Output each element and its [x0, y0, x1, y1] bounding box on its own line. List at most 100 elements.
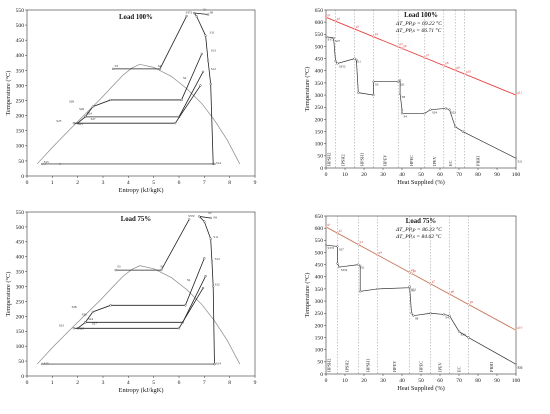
- gas-point: [353, 27, 356, 31]
- state-point: [58, 162, 62, 166]
- chart-title: Load 75%: [121, 216, 152, 223]
- state-point: [209, 216, 212, 220]
- y-tick-label: 150: [16, 329, 25, 335]
- gas-point-label: g4: [375, 32, 379, 36]
- y-tick-label: 400: [315, 275, 324, 281]
- state-point: [109, 304, 112, 307]
- plot-frame: [26, 211, 256, 377]
- y-tick-label: 100: [315, 348, 324, 354]
- state-label: S372: [186, 11, 193, 15]
- state-point: [209, 82, 212, 86]
- x-tick-label: 80: [475, 172, 481, 178]
- gas-point-label: g7: [432, 279, 436, 283]
- y-tick-label: 50: [18, 359, 24, 365]
- state-point: [112, 67, 115, 70]
- gas-point-label: g7: [426, 53, 430, 57]
- state-label: S2: [187, 278, 191, 282]
- y-tick-label: 0: [21, 374, 24, 380]
- gas-point-label: g8: [445, 61, 449, 65]
- state-label: S25: [79, 327, 84, 331]
- state-label: S15: [44, 160, 49, 164]
- state-point: [203, 257, 206, 260]
- cycle-line: [193, 12, 214, 164]
- gas-point-label: g10: [517, 326, 522, 330]
- steam-point-label: S372: [328, 246, 335, 250]
- y-tick-label: 0: [320, 372, 323, 378]
- x-tick-label: 2: [76, 380, 79, 386]
- gas-point: [372, 35, 375, 38]
- state-label: S26: [79, 107, 84, 111]
- state-point: [210, 260, 214, 263]
- steam-point: [357, 91, 360, 94]
- x-tick-label: 5: [152, 180, 155, 186]
- steam-point-label: S22: [518, 365, 523, 369]
- chart-ts100: 0 50 100 150 200 250 300 350 400 450 500 550 0 1 2 3 4 5 6…: [5, 8, 257, 194]
- state-point: [188, 218, 191, 221]
- steam-point-label: S8: [415, 317, 419, 321]
- steam-point: [461, 130, 464, 133]
- gas-point-label: g9: [456, 66, 460, 70]
- y-tick-label: 300: [315, 93, 324, 99]
- state-label: S27: [91, 117, 96, 121]
- state-label: S3: [117, 265, 121, 269]
- section-label: EC: [448, 160, 453, 166]
- y-tick-label: 350: [315, 81, 324, 87]
- x-tick-label: 3: [102, 180, 105, 186]
- steam-point: [399, 92, 402, 95]
- state-label: S28: [72, 305, 77, 309]
- state-point: [204, 275, 207, 278]
- gas-point: [357, 243, 360, 246]
- x-tick-label: 50: [418, 378, 424, 384]
- state-point: [203, 220, 206, 223]
- steam-point-label: S8: [402, 95, 406, 99]
- y-tick-label: 50: [317, 154, 323, 160]
- gas-point: [514, 329, 518, 332]
- steam-point-label: S27: [339, 247, 344, 251]
- y-tick-label: 550: [16, 8, 25, 14]
- section-label: PRHI: [489, 361, 494, 372]
- gas-point-label: g4: [379, 250, 383, 254]
- x-tick-label: 5: [152, 380, 155, 386]
- y-tick-label: 500: [315, 250, 324, 256]
- state-label: S26: [82, 312, 87, 316]
- x-tick-label: 70: [456, 378, 462, 384]
- y-tick-label: 100: [315, 142, 324, 148]
- steam-point-label: S3: [411, 289, 415, 293]
- cycle-line: [113, 15, 187, 70]
- y-tick-label: 400: [16, 255, 25, 261]
- y-tick-label: 50: [18, 159, 24, 165]
- steam-point: [442, 313, 445, 316]
- gas-point: [463, 73, 466, 76]
- x-tick-label: 6: [178, 380, 181, 386]
- x-axis-label: Entropy (kJ/kgK): [119, 187, 164, 194]
- steam-temperature-line: [325, 244, 517, 365]
- x-tick-label: 0: [325, 378, 328, 384]
- gas-point: [514, 93, 518, 97]
- steam-point-label: S352: [339, 64, 346, 68]
- gas-point-label: g5: [411, 268, 415, 272]
- steam-point-label: S11: [356, 60, 361, 64]
- y-tick-label: 300: [315, 299, 324, 305]
- state-point: [174, 122, 177, 125]
- state-point: [91, 105, 94, 108]
- state-label: S12: [211, 67, 216, 71]
- steam-point: [400, 112, 404, 115]
- x-tick-label: 70: [456, 172, 462, 178]
- steam-point: [457, 330, 461, 333]
- section-label: HPEV: [392, 360, 397, 372]
- steam-point-label: S3: [375, 83, 379, 87]
- y-tick-label: 150: [315, 335, 324, 341]
- chart-hs75: 0 50 100 150 200 250 300 350 400 450 500 550 600 650 0…: [304, 214, 523, 392]
- state-label: S28: [69, 100, 74, 104]
- steam-point: [448, 108, 451, 111]
- gas-point: [400, 47, 404, 50]
- steam-point: [332, 36, 335, 40]
- gas-point-label: g10: [466, 70, 471, 74]
- steam-point: [429, 312, 432, 315]
- state-point: [43, 162, 46, 166]
- steam-point: [353, 57, 356, 60]
- gas-point: [448, 292, 451, 296]
- gas-point-label: g11: [517, 91, 522, 95]
- cycle-line: [115, 219, 190, 271]
- y-tick-label: 150: [315, 129, 324, 135]
